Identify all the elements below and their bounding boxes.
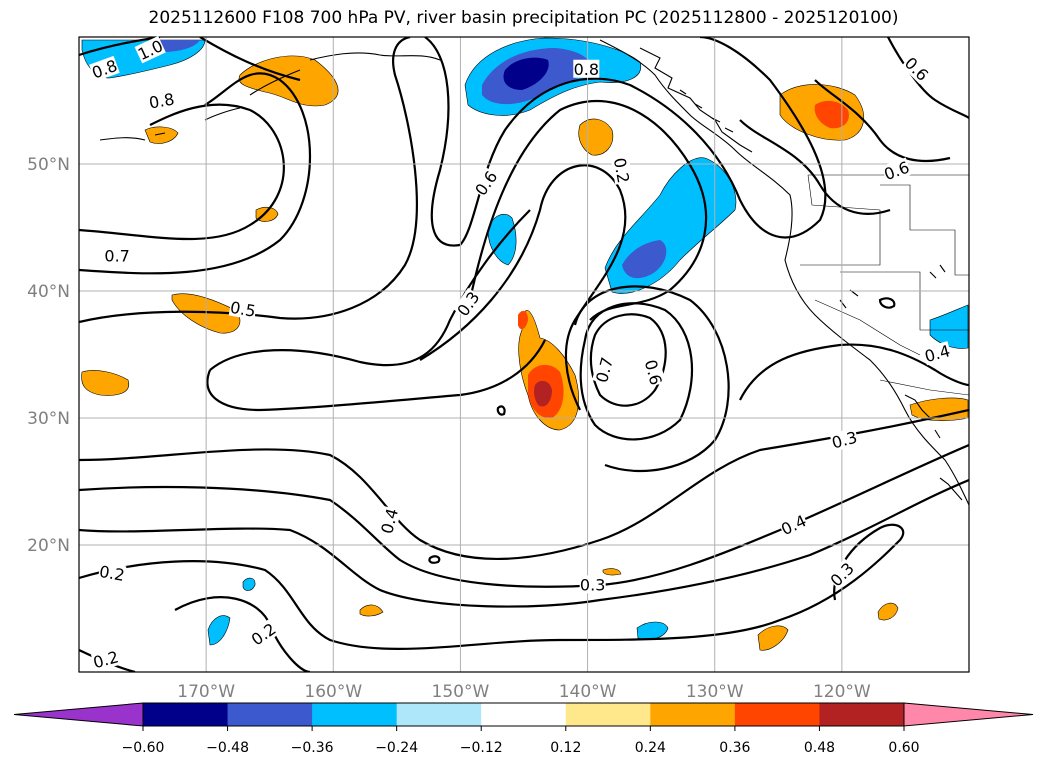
colorbar-tick-label: −0.48 <box>206 740 249 756</box>
colorbar-cell <box>734 703 820 726</box>
lat-tick-label: 30°N <box>27 409 70 429</box>
lon-tick-label: 150°W <box>432 682 490 702</box>
gridlines <box>79 37 969 672</box>
contour-label-background <box>247 619 280 649</box>
colorbar-cell <box>650 703 736 726</box>
contour-label: 0.2 <box>98 562 126 585</box>
latitude-tick-labels: 20°N 30°N 40°N 50°N <box>27 155 70 556</box>
contour-label-background <box>90 647 121 672</box>
lat-tick-label: 50°N <box>27 155 70 175</box>
colorbar-tick-label: 0.60 <box>888 740 919 756</box>
contour-label-background <box>471 167 501 199</box>
colorbar-tick-label: 0.24 <box>635 740 666 756</box>
pv-contours <box>79 37 969 672</box>
colorbar-cell <box>396 703 482 726</box>
colorbar-tick-label: 0.12 <box>550 740 581 756</box>
colorbar-tick-label: 0.36 <box>719 740 750 756</box>
lat-tick-label: 40°N <box>27 282 70 302</box>
colorbar-cell <box>143 703 229 726</box>
contour-label: 0.3 <box>580 575 605 594</box>
colorbar-cell <box>481 703 567 726</box>
colorbar-cell <box>565 703 651 726</box>
contour-label-background <box>89 55 120 82</box>
precip-negative-strongest-shading <box>503 57 549 90</box>
contour-label-background <box>134 36 166 64</box>
lat-tick-label: 20°N <box>27 536 70 556</box>
contour-label: 0.7 <box>104 246 129 265</box>
contour-label: 0.5 <box>229 298 257 321</box>
contour-label-background <box>826 558 858 590</box>
contour-labels: 1.00.80.80.8 0.60.60.6 0.20.70.5 0.30.7 0.60… <box>89 36 953 672</box>
contour-label-background <box>377 505 402 536</box>
contour-label-background <box>881 157 912 184</box>
colorbar-over-extension <box>903 702 1034 727</box>
map-frame <box>78 36 970 673</box>
contour-label-background <box>579 575 606 594</box>
contour-label-background <box>901 53 933 85</box>
contour-label-background <box>453 287 483 320</box>
lon-tick-label: 140°W <box>559 682 617 702</box>
map-title: 2025112600 F108 700 hPa PV, river basin … <box>148 8 899 28</box>
lon-tick-label: 160°W <box>304 682 362 702</box>
colorbar-tick-label: −0.36 <box>291 740 334 756</box>
colorbar-tick-label: −0.12 <box>460 740 503 756</box>
colorbar: −0.60 −0.48 −0.36 −0.24 −0.12 0.12 0.24 0.36 0.4… <box>13 702 1034 756</box>
lon-tick-label: 170°W <box>177 682 235 702</box>
colorbar-under-extension <box>13 702 144 727</box>
precip-strongest-shading <box>534 380 552 407</box>
contour-label-background <box>829 427 860 452</box>
contour-label-background <box>777 511 810 539</box>
contour-label-background <box>147 89 177 112</box>
colorbar-tick-label: 0.48 <box>804 740 835 756</box>
lon-tick-label: 120°W <box>813 682 871 702</box>
contour-label: 0.8 <box>574 60 599 79</box>
contour-label-background <box>97 561 127 585</box>
colorbar-tick-label: −0.24 <box>375 740 418 756</box>
contour-label-background <box>641 357 666 388</box>
colorbar-cell <box>819 703 905 726</box>
longitude-tick-labels: 170°W 160°W 150°W 140°W 130°W 120°W <box>177 682 871 702</box>
colorbar-cell <box>227 703 313 726</box>
contour-label-background <box>573 59 600 78</box>
contour-label-background <box>610 155 634 185</box>
contour-label-background <box>228 297 258 320</box>
contour-label: 0.2 <box>610 156 633 184</box>
colorbar-outline <box>142 702 905 727</box>
contour-label: 0.8 <box>148 89 176 112</box>
lon-tick-label: 130°W <box>686 682 744 702</box>
coastlines <box>99 39 969 506</box>
colorbar-cell <box>312 703 398 726</box>
contour-label-background <box>922 341 953 366</box>
contour-label-background <box>592 354 617 385</box>
colorbar-tick-label: −0.60 <box>122 740 165 756</box>
contour-label-background <box>104 246 131 265</box>
